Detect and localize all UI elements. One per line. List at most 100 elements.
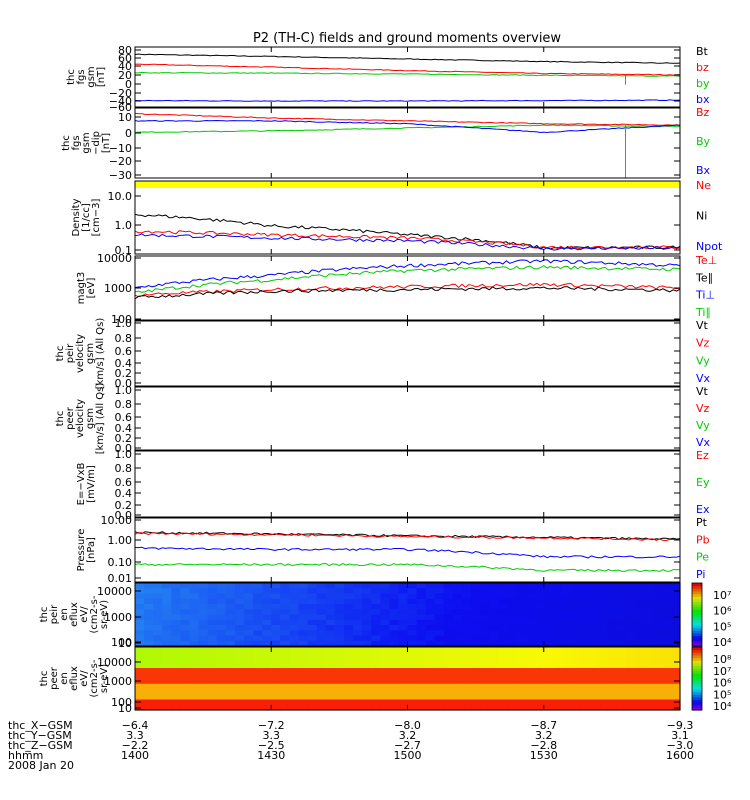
colorbar-cell [692,625,702,629]
y-axis-label-line: [1/cc] [81,203,92,232]
heatmap-cell [362,694,372,701]
heatmap-cell [271,673,281,680]
heatmap-cell [416,588,427,595]
heatmap-cell [425,630,436,637]
heatmap-cell [607,678,617,685]
heatmap-cell [416,593,427,600]
y-tick-label: 0.6 [115,345,133,358]
heatmap-cell [498,694,508,701]
y-axis-label: Pressure [nPa] [76,529,97,572]
heatmap-cell [307,673,318,680]
heatmap-cell [162,588,172,595]
heatmap-cell [598,699,608,706]
heatmap-cell [153,604,163,610]
colorbar-cell [692,638,702,642]
heatmap-cell [434,640,445,647]
heatmap-cell [652,593,663,600]
heatmap-cell [198,689,209,695]
legend-entry: Ti⊥ [695,289,715,302]
colorbar-cell [692,601,702,605]
heatmap-cell [253,635,263,642]
heatmap-cell [307,647,318,653]
heatmap-cell [262,583,272,589]
heatmap-cell [171,609,181,616]
heatmap-cell [661,662,672,669]
y-axis-label: thc peir velocity gsm [km/s] (All Qs) [55,318,106,390]
heatmap-cell [180,614,191,621]
heatmap-cell [334,614,345,621]
heatmap-cell [198,635,209,642]
heatmap-cell [607,604,617,610]
heatmap-cell [462,647,472,653]
heatmap-cell [443,604,454,610]
legend-entry: Ey [696,476,710,489]
colorbar-cell [692,596,702,600]
heatmap-cell [543,647,554,653]
heatmap-cell [262,673,272,680]
colorbar-cell [692,686,702,690]
heatmap-cell [643,652,654,659]
heatmap-cell [580,662,590,669]
heatmap-cell [480,683,490,690]
heatmap-cell [234,673,245,680]
y-axis-label-line: eflux [69,666,80,691]
heatmap-cell [571,689,581,695]
heatmap-cell [353,704,363,711]
heatmap-cell [298,583,309,589]
heatmap-cell [407,699,418,706]
y-axis-label-line: eV/ [79,606,90,623]
heatmap-cell [144,593,154,600]
heatmap-cell [434,668,445,674]
heatmap-cell [452,625,463,631]
heatmap-cell [380,635,390,642]
heatmap-cell [534,604,545,610]
heatmap-cell [343,699,354,706]
heatmap-cell [452,678,463,685]
heatmap-cell [280,668,290,674]
heatmap-cell [661,657,672,664]
heatmap-cell [607,619,617,626]
colorbar-cell [692,707,702,711]
heatmap-cell [334,662,345,669]
y-axis-label-line: [km/s] (All Qs) [95,318,106,390]
heatmap-cell [225,647,236,653]
heatmap-cell [480,609,490,616]
heatmap-cell [307,657,318,664]
heatmap-cell [398,689,409,695]
heatmap-cell [362,689,372,695]
y-tick-label: 100 [111,636,132,649]
heatmap-cell [171,614,181,621]
x-axis-value: 1500 [394,749,422,762]
y-tick-label: 1000 [104,611,132,624]
heatmap-cell [534,625,545,631]
heatmap-cell [552,609,563,616]
heatmap-cell [580,683,590,690]
heatmap-cell [153,609,163,616]
heatmap-cell [225,662,236,669]
heatmap-cell [607,673,617,680]
heatmap-cell [607,635,617,642]
heatmap-cell [425,678,436,685]
heatmap-cell [489,657,499,664]
x-axis-value: 3.2 [399,729,417,742]
heatmap-cell [625,699,636,706]
heatmap-cell [162,668,172,674]
heatmap-cell [271,635,281,642]
heatmap-cell [398,704,409,711]
heatmap-cell [489,699,499,706]
heatmap-cell [307,683,318,690]
heatmap-cell [643,647,654,653]
heatmap-cell [434,630,445,637]
heatmap-cell [561,593,572,600]
heatmap-cell [543,673,554,680]
heatmap-cell [507,583,518,589]
heatmap-cell [607,704,617,711]
heatmap-cell [153,678,163,685]
heatmap-cell [471,598,481,605]
heatmap-cell [234,694,245,701]
heatmap-cell [498,678,508,685]
heatmap-cell [262,625,272,631]
heatmap-cell [234,598,245,605]
heatmap-cell [480,699,490,706]
heatmap-cell [498,593,508,600]
